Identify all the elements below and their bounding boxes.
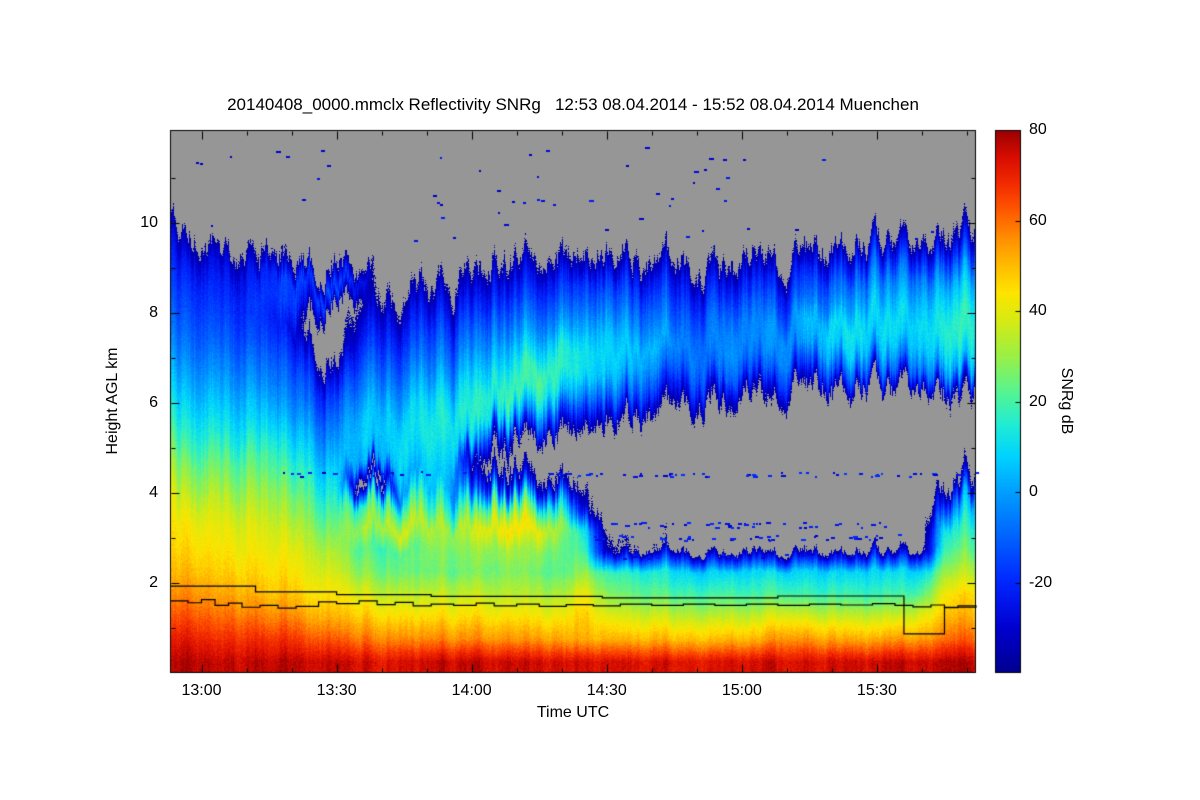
x-tick-label: 13:00 <box>181 682 222 699</box>
y-tick-label: 2 <box>149 573 158 591</box>
colorbar-title: SNRg dB <box>1058 367 1075 435</box>
colorbar-tick-label: -20 <box>1029 573 1053 591</box>
colorbar-tick-label: 60 <box>1029 211 1047 229</box>
x-tick-label: 15:30 <box>856 682 897 699</box>
y-tick-label: 4 <box>149 483 158 501</box>
x-tick-label: 15:00 <box>721 682 762 699</box>
plot-title: 20140408_0000.mmclx Reflectivity SNRg 12… <box>227 95 919 114</box>
x-tick-label: 14:00 <box>451 682 492 699</box>
colorbar-tick-label: 40 <box>1029 302 1047 319</box>
x-tick-label: 14:30 <box>586 682 627 699</box>
colorbar-tick-label: 20 <box>1029 392 1047 410</box>
colorbar-tick-label: 80 <box>1029 121 1047 138</box>
y-tick-label: 6 <box>149 393 158 411</box>
x-tick-label: 13:30 <box>316 682 357 699</box>
y-tick-label: 8 <box>149 303 158 321</box>
colorbar-tick-label: 0 <box>1029 483 1038 500</box>
y-tick-label: 10 <box>140 213 158 231</box>
x-axis-title: Time UTC <box>536 704 610 721</box>
